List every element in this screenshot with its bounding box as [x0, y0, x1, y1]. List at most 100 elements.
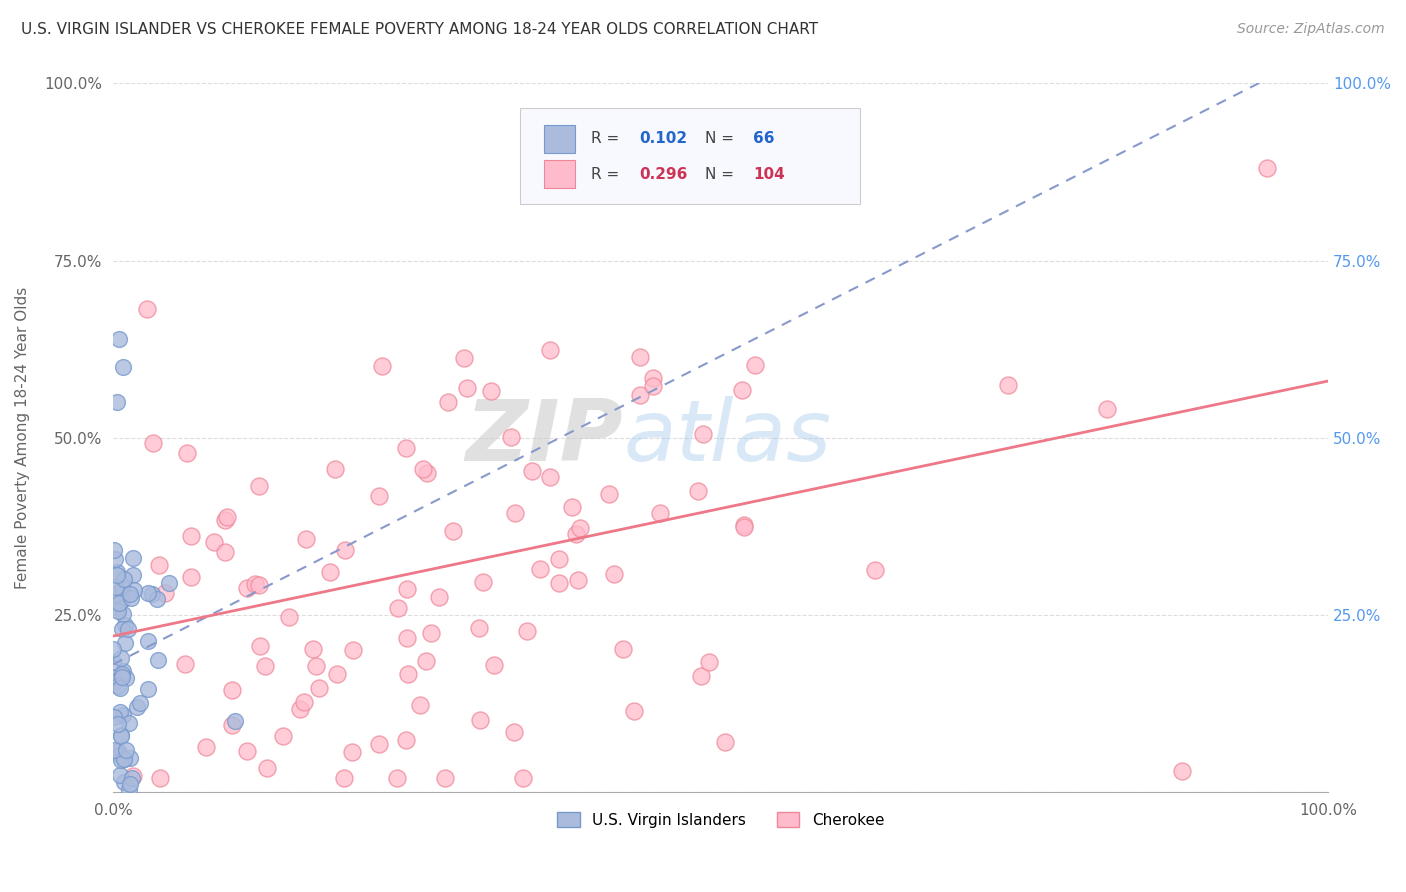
Point [456, 381, 478, 395]
Point [224, 714, 246, 728]
Point [453, 351, 475, 366]
Point [547, 575, 569, 590]
Point [598, 487, 620, 501]
Point [114, 617, 136, 632]
Point [247, 479, 270, 493]
Point [387, 771, 409, 785]
Point [111, 667, 134, 681]
Point [997, 377, 1019, 392]
Legend: U.S. Virgin Islanders, Cherokee: U.S. Virgin Islanders, Cherokee [551, 806, 890, 834]
Text: 0.296: 0.296 [640, 167, 688, 182]
Point [112, 708, 135, 723]
Point [236, 744, 259, 758]
Point [623, 704, 645, 718]
Point [522, 464, 544, 478]
Y-axis label: Female Poverty Among 18-24 Year Olds: Female Poverty Among 18-24 Year Olds [15, 286, 30, 589]
Point [103, 743, 125, 757]
Point [472, 574, 495, 589]
Point [108, 596, 131, 610]
Point [396, 631, 419, 645]
Point [105, 395, 128, 409]
Point [117, 783, 139, 797]
Point [112, 752, 135, 766]
Point [319, 565, 342, 579]
Point [180, 529, 202, 543]
Point [603, 566, 626, 581]
Point [292, 695, 315, 709]
Point [308, 681, 330, 696]
Point [468, 621, 491, 635]
Point [503, 506, 526, 520]
Point [538, 343, 561, 357]
Point [628, 388, 651, 402]
Point [111, 607, 134, 621]
Point [124, 583, 146, 598]
Point [271, 730, 294, 744]
FancyBboxPatch shape [544, 160, 575, 188]
Point [136, 301, 159, 316]
Text: R =: R = [591, 167, 624, 182]
Point [368, 489, 391, 503]
Point [409, 698, 432, 712]
Point [690, 669, 713, 683]
Point [412, 462, 434, 476]
Point [204, 535, 226, 549]
Point [396, 667, 419, 681]
Point [103, 670, 125, 684]
Text: 66: 66 [754, 131, 775, 146]
Point [107, 744, 129, 758]
Point [111, 670, 134, 684]
Point [107, 604, 129, 618]
Point [479, 384, 502, 399]
Point [529, 562, 551, 576]
Text: atlas: atlas [623, 396, 831, 479]
Point [221, 718, 243, 732]
Point [141, 587, 163, 601]
Point [120, 591, 142, 605]
Point [733, 519, 755, 533]
Point [110, 730, 132, 744]
Point [107, 679, 129, 693]
Point [110, 753, 132, 767]
Point [427, 590, 450, 604]
Point [104, 552, 127, 566]
Point [714, 735, 737, 749]
Point [415, 654, 437, 668]
Point [105, 673, 128, 688]
Point [214, 545, 236, 559]
Point [174, 657, 197, 671]
Point [111, 622, 134, 636]
Point [214, 513, 236, 527]
Point [502, 725, 524, 739]
Point [108, 768, 131, 782]
Point [686, 483, 709, 498]
Point [136, 586, 159, 600]
Point [221, 682, 243, 697]
Point [441, 524, 464, 538]
Text: Source: ZipAtlas.com: Source: ZipAtlas.com [1237, 22, 1385, 37]
Text: R =: R = [591, 131, 624, 146]
Point [1171, 764, 1194, 778]
Point [121, 551, 143, 566]
Point [122, 769, 145, 783]
Point [512, 771, 534, 785]
Point [420, 625, 443, 640]
Point [548, 552, 571, 566]
Point [395, 733, 418, 747]
Point [249, 640, 271, 654]
Point [253, 659, 276, 673]
Point [215, 510, 238, 524]
Point [482, 658, 505, 673]
Point [105, 565, 128, 579]
Point [733, 517, 755, 532]
Point [335, 543, 357, 558]
Point [176, 446, 198, 460]
Point [630, 350, 652, 364]
Point [371, 359, 394, 373]
Point [367, 737, 389, 751]
Point [108, 681, 131, 695]
Point [499, 430, 522, 444]
Point [730, 383, 752, 397]
Point [145, 591, 167, 606]
Text: 0.102: 0.102 [640, 131, 688, 146]
